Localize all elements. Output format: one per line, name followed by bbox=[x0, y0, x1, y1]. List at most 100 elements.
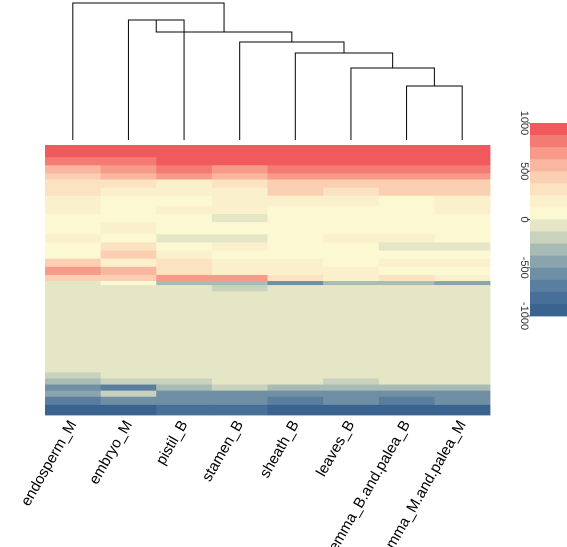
color-key-swatch bbox=[530, 219, 567, 232]
color-key-swatch bbox=[530, 183, 567, 196]
heatmap-cell bbox=[378, 404, 435, 416]
heatmap-cell bbox=[211, 274, 268, 282]
heatmap-cell bbox=[323, 396, 380, 406]
heatmap-cell bbox=[267, 145, 324, 158]
heatmap-cell bbox=[323, 404, 380, 416]
heatmap-cell bbox=[45, 214, 102, 223]
heatmap-cell bbox=[156, 222, 213, 235]
column-label: sheath_B bbox=[256, 418, 302, 481]
heatmap-cell bbox=[378, 234, 435, 243]
heatmap-cell bbox=[378, 390, 435, 398]
color-key-swatch bbox=[530, 207, 567, 220]
heatmap-cell bbox=[211, 404, 268, 416]
heatmap-cell bbox=[434, 384, 491, 392]
heatmap-cell bbox=[267, 250, 324, 260]
heatmap-cell bbox=[267, 378, 324, 385]
heatmap-cell bbox=[100, 258, 157, 268]
heatmap-cell bbox=[156, 250, 213, 260]
heatmap-cell bbox=[100, 173, 157, 180]
heatmap-cell bbox=[323, 266, 380, 276]
heatmap-cell bbox=[434, 396, 491, 406]
heatmap-cell bbox=[45, 396, 102, 406]
heatmap-cell bbox=[323, 258, 380, 268]
heatmap-cell bbox=[45, 242, 102, 251]
heatmap-cell bbox=[323, 378, 380, 385]
heatmap-cell bbox=[267, 187, 324, 197]
heatmap-cell bbox=[378, 157, 435, 166]
heatmap-cell bbox=[267, 157, 324, 166]
heatmap-cell bbox=[378, 281, 435, 286]
heatmap-cell bbox=[323, 242, 380, 251]
heatmap-cell bbox=[100, 242, 157, 251]
column-label: stamen_B bbox=[199, 418, 247, 485]
heatmap-cell bbox=[156, 378, 213, 385]
heatmap-cell bbox=[45, 266, 102, 276]
color-key-swatch bbox=[530, 279, 567, 293]
heatmap-cell bbox=[378, 258, 435, 268]
heatmap-cell bbox=[267, 222, 324, 235]
heatmap-cell bbox=[100, 145, 157, 158]
color-key-swatch bbox=[530, 147, 567, 160]
heatmap-cell bbox=[156, 145, 213, 158]
heatmap-cell bbox=[211, 157, 268, 166]
heatmap-cell bbox=[267, 390, 324, 398]
heatmap-cell bbox=[211, 214, 268, 223]
heatmap-cell bbox=[378, 266, 435, 276]
heatmap-cell bbox=[378, 205, 435, 215]
heatmap-cell bbox=[156, 291, 213, 373]
color-key-swatch bbox=[530, 135, 567, 148]
dendrogram-link bbox=[294, 52, 394, 140]
heatmap-cell bbox=[323, 187, 380, 197]
heatmap-cell bbox=[45, 274, 102, 282]
color-key-swatch bbox=[530, 195, 567, 208]
heatmap-cell bbox=[267, 234, 324, 243]
heatmap-cell bbox=[45, 195, 102, 207]
heatmap-cell bbox=[323, 157, 380, 166]
heatmap-cell bbox=[434, 179, 491, 189]
heatmap-cell bbox=[378, 372, 435, 379]
color-key-swatch bbox=[530, 243, 567, 257]
heatmap-cell bbox=[267, 281, 324, 286]
heatmap-cell bbox=[100, 157, 157, 166]
heatmap-cell bbox=[211, 179, 268, 189]
heatmap-cell bbox=[267, 195, 324, 207]
heatmap-cell bbox=[323, 145, 380, 158]
heatmap-cell bbox=[378, 145, 435, 158]
heatmap-cell bbox=[45, 285, 102, 292]
heatmap-cell bbox=[45, 372, 102, 379]
column-labels: endosperm_M embryo_M pistil_B stamen_B sheat… bbox=[18, 418, 470, 547]
heatmap-cell bbox=[378, 195, 435, 207]
heatmap-cell bbox=[323, 214, 380, 223]
heatmap-cell bbox=[156, 173, 213, 180]
heatmap-cell bbox=[45, 258, 102, 268]
heatmap-cell bbox=[211, 384, 268, 392]
heatmap-cell bbox=[100, 291, 157, 373]
heatmap-cell bbox=[45, 390, 102, 398]
heatmap-cell bbox=[45, 291, 102, 373]
heatmap-cell bbox=[100, 390, 157, 398]
heatmap-cell bbox=[100, 250, 157, 260]
heatmap-cell bbox=[156, 285, 213, 292]
heatmap-cell bbox=[378, 173, 435, 180]
heatmap-cell bbox=[434, 281, 491, 286]
heatmap-cell bbox=[267, 285, 324, 292]
heatmap-cell bbox=[267, 258, 324, 268]
heatmap-cell bbox=[323, 195, 380, 207]
heatmap-cell bbox=[323, 173, 380, 180]
heatmap-cell bbox=[323, 274, 380, 282]
heatmap-cell bbox=[434, 404, 491, 416]
heatmap-cell bbox=[323, 205, 380, 215]
heatmap-cell bbox=[156, 187, 213, 197]
heatmap-cell bbox=[378, 378, 435, 385]
heatmap-cell bbox=[434, 214, 491, 223]
heatmap-cell bbox=[267, 404, 324, 416]
heatmap-cell bbox=[45, 165, 102, 174]
heatmap-cell bbox=[100, 179, 157, 189]
heatmap-cell bbox=[45, 179, 102, 189]
heatmap-cell bbox=[378, 396, 435, 406]
heatmap-cell bbox=[434, 187, 491, 197]
heatmap-cell bbox=[211, 234, 268, 243]
heatmap-cell bbox=[156, 195, 213, 207]
heatmap-cell bbox=[156, 258, 213, 268]
heatmap-cell bbox=[323, 390, 380, 398]
